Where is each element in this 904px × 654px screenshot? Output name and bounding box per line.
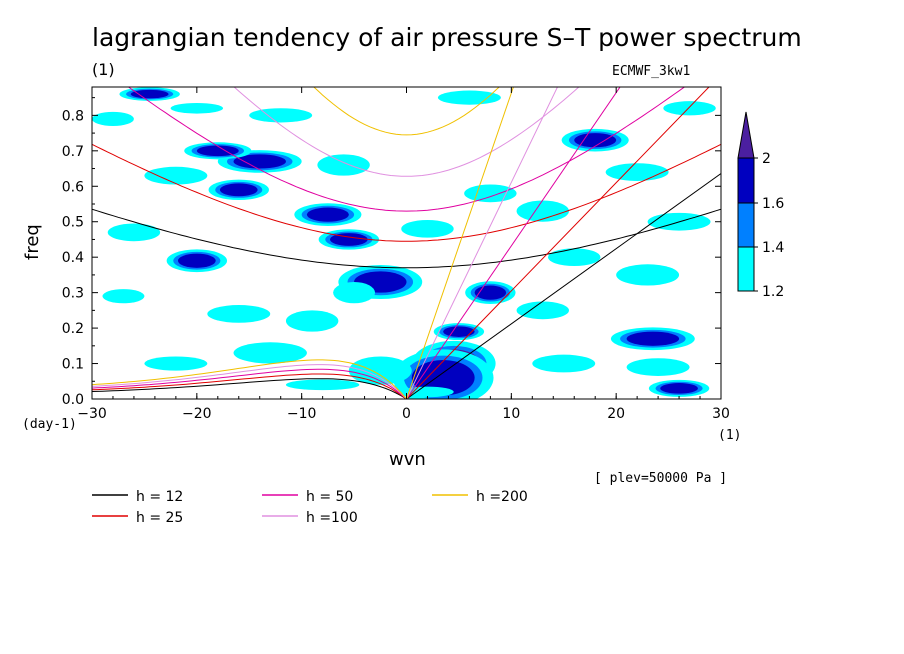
kelvin-wave-curve	[406, 87, 710, 399]
colorbar-segment	[737, 157, 755, 204]
y-axis-ticks: 0.0 0.1 0.2 0.3 0.4 0.5 0.6 0.7 0.8	[62, 97, 721, 408]
shade-region	[516, 200, 569, 222]
shade-region	[329, 233, 368, 246]
shade-region	[626, 331, 680, 346]
shade-region	[574, 133, 617, 148]
rossby-wave-curve	[92, 378, 407, 399]
shade-region	[233, 154, 286, 169]
y-tick-label: 0.5	[62, 215, 84, 231]
level-note: [ plev=50000 Pa ]	[594, 471, 727, 486]
shade-region	[437, 90, 501, 105]
x-tick-label: 0	[402, 406, 411, 422]
rossby-wave-curve	[92, 373, 407, 399]
shade-region	[144, 166, 208, 185]
chart-subtitle-left: (1)	[92, 60, 115, 79]
kelvin-wave-curve	[406, 87, 514, 399]
shade-region	[102, 289, 145, 304]
shade-region	[92, 111, 134, 126]
shade-region	[285, 379, 360, 391]
y-unit-label: (day-1)	[22, 417, 77, 432]
shade-region	[233, 342, 307, 364]
shade-region	[626, 358, 690, 376]
shade-region	[177, 253, 216, 268]
legend-label: h = 50	[306, 489, 353, 505]
shade-region	[144, 356, 208, 371]
x-tick-label: 30	[712, 406, 730, 422]
shade-region	[130, 89, 169, 99]
x-tick-label: −20	[182, 406, 212, 422]
shade-region	[170, 102, 224, 114]
shade-region	[306, 207, 349, 222]
plot-background	[92, 87, 721, 399]
colorbar-label: 2	[762, 151, 771, 167]
x-tick-label: 20	[607, 406, 625, 422]
chart-subtitle-right: ECMWF_3kw1	[612, 64, 690, 79]
y-tick-label: 0.2	[62, 321, 84, 337]
kelvin-wave-curve	[406, 87, 621, 399]
shade-region	[605, 163, 669, 181]
y-tick-label: 0.0	[62, 392, 84, 408]
colorbar-label: 1.6	[762, 196, 784, 212]
y-tick-label: 0.4	[62, 250, 84, 266]
x-tick-label: 10	[502, 406, 520, 422]
y-axis-label: freq	[22, 224, 43, 260]
x-unit-label: (1)	[718, 428, 741, 443]
shade-region	[348, 356, 412, 385]
shade-region	[660, 383, 698, 394]
x-axis-ticks: −30 −20 −10 0 10 20 30	[77, 87, 730, 422]
shade-region	[616, 264, 680, 286]
chart-title: lagrangian tendency of air pressure S–T …	[92, 23, 802, 52]
shade-region	[207, 305, 271, 323]
colorbar-label: 1.2	[762, 284, 784, 300]
y-tick-label: 0.7	[62, 144, 84, 160]
shade-region	[548, 248, 601, 267]
gravity-wave-curve	[233, 87, 580, 177]
gravity-wave-curve	[92, 208, 721, 269]
kelvin-wave-curve	[406, 173, 721, 399]
y-tick-label: 0.8	[62, 108, 84, 124]
colorbar-segment	[737, 246, 755, 292]
y-tick-label: 0.6	[62, 179, 84, 195]
x-axis-label: wvn	[389, 449, 426, 470]
shade-region	[196, 145, 239, 157]
shade-region	[401, 386, 454, 398]
rossby-wave-curve	[92, 364, 407, 399]
gravity-wave-curve	[313, 87, 500, 136]
shade-region	[443, 326, 475, 337]
shade-region	[516, 301, 569, 320]
gravity-wave-curve	[92, 143, 721, 242]
legend-label: h = 25	[136, 510, 183, 526]
gravity-wave-curve	[127, 87, 686, 212]
dispersion-curves	[92, 87, 721, 399]
shade-region	[107, 223, 161, 242]
legend: h = 12 h = 25 h = 50 h =100 h =200	[92, 489, 528, 526]
legend-label: h =200	[476, 489, 528, 505]
colorbar-arrow	[737, 111, 755, 159]
shade-region	[333, 282, 376, 304]
colorbar-label: 1.4	[762, 240, 784, 256]
shade-region	[663, 101, 716, 116]
y-tick-label: 0.3	[62, 286, 84, 302]
legend-label: h = 12	[136, 489, 183, 505]
rossby-wave-curve	[92, 368, 407, 399]
colorbar: 1.2 1.4 1.6 2	[737, 111, 784, 300]
shade-region	[317, 154, 370, 176]
shade-region	[285, 310, 339, 332]
y-tick-label: 0.1	[62, 357, 84, 373]
shade-region	[474, 285, 507, 300]
plot-area: −30 −20 −10 0 10 20 30 0.00.10.20.30.40.50.60.…	[62, 86, 730, 422]
shade-region	[249, 108, 313, 123]
legend-label: h =100	[306, 510, 358, 526]
shade-region	[401, 219, 454, 238]
colorbar-segment	[737, 202, 755, 248]
rossby-wave-curve	[92, 359, 407, 399]
x-tick-label: −10	[287, 406, 317, 422]
shade-region	[532, 354, 596, 373]
x-tick-label: −30	[77, 406, 107, 422]
shade-region	[219, 183, 258, 197]
kelvin-wave-curve	[406, 87, 559, 399]
